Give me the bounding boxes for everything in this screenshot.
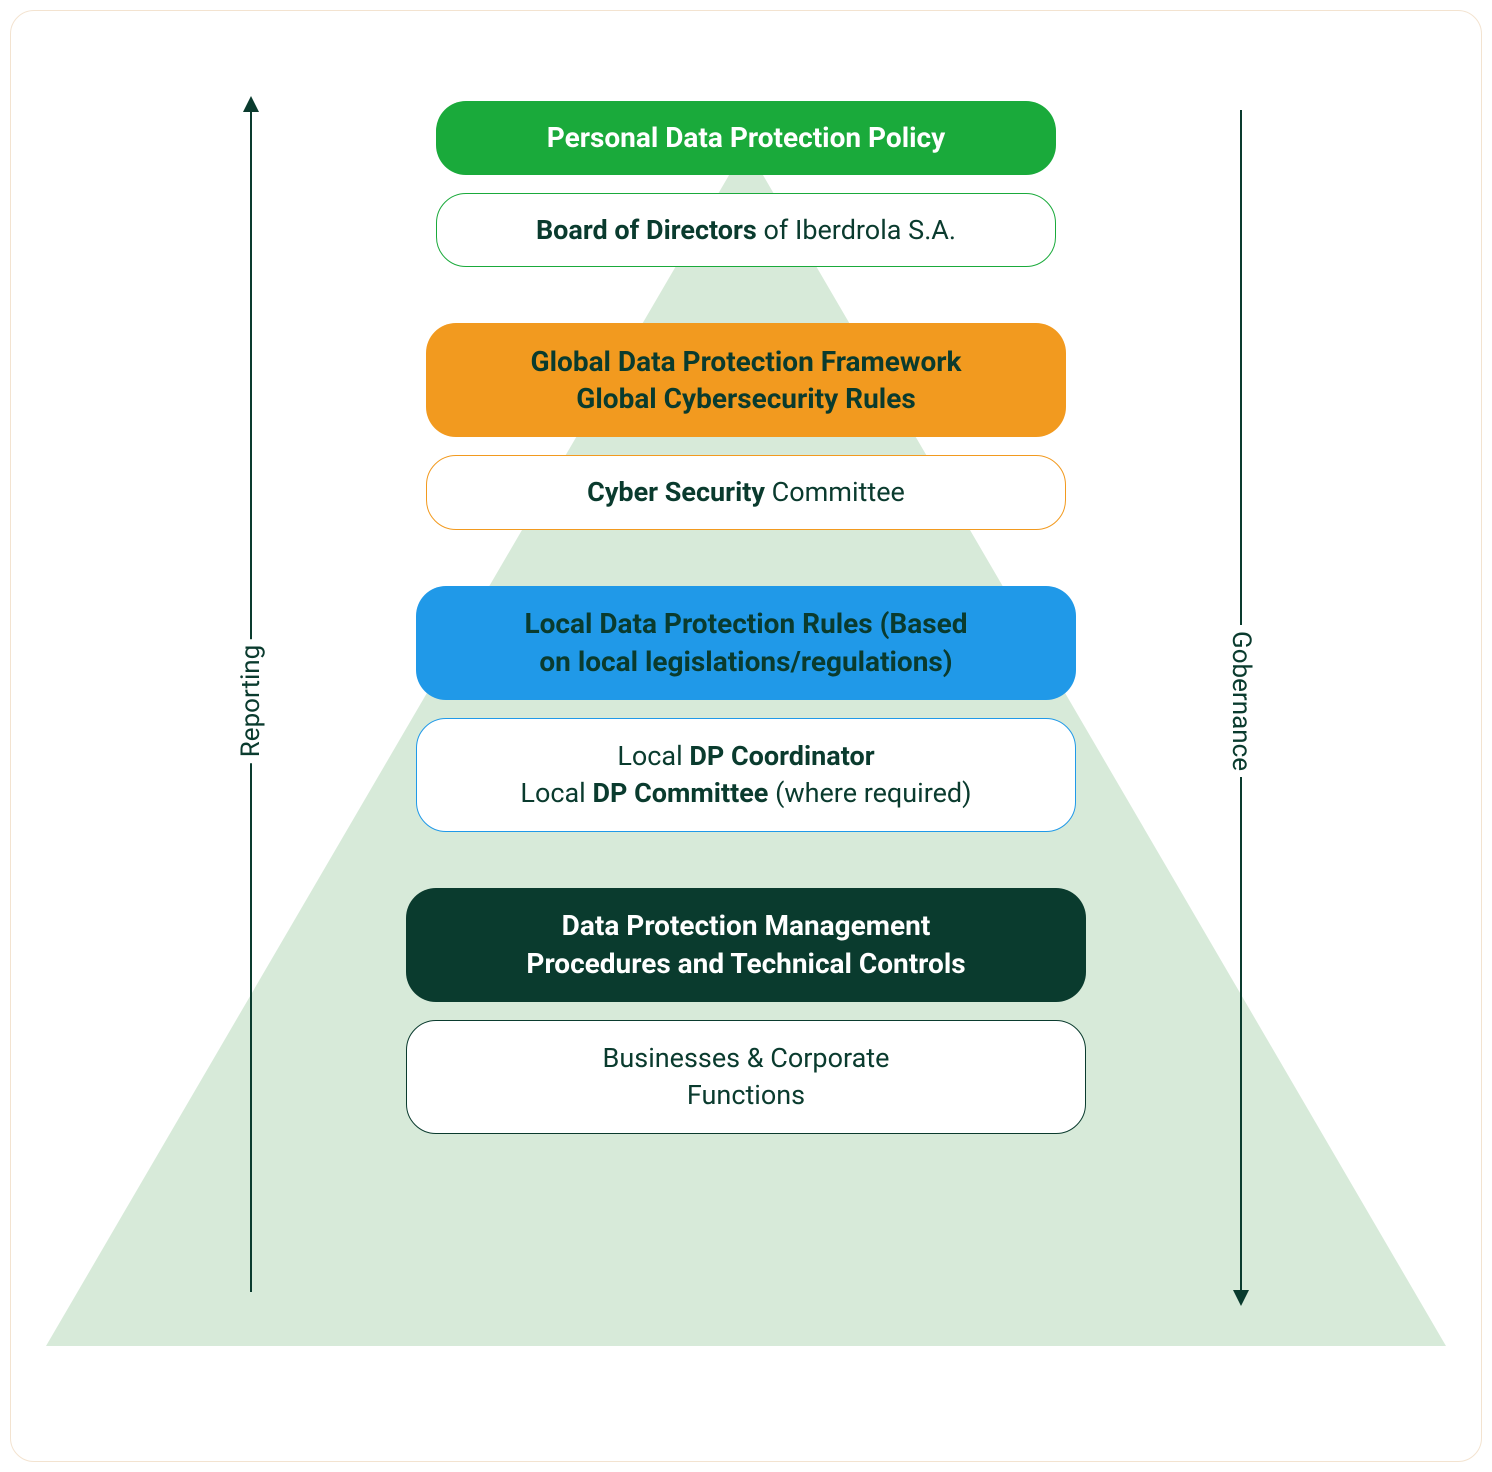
global-framework-box: Global Data Protection Framework Global …: [426, 323, 1066, 437]
reporting-arrow: Reporting: [221, 96, 281, 1306]
businesses-line1: Businesses & Corporate: [603, 1040, 890, 1076]
diagram-frame: Reporting Gobernance Personal Data Prote…: [10, 10, 1482, 1462]
local-coordinator-box: Local DP Coordinator Local DP Committee …: [416, 718, 1076, 832]
mgmt-line2: Procedures and Technical Controls: [526, 945, 965, 983]
local-coord-line2: Local DP Committee (where required): [520, 775, 971, 811]
local-coord-line1: Local DP Coordinator: [617, 738, 874, 774]
levels-stack: Personal Data Protection Policy Board of…: [406, 101, 1086, 1134]
cyber-committee-text: Cyber Security Committee: [587, 474, 905, 510]
businesses-line2: Functions: [687, 1077, 805, 1113]
board-box: Board of Directors of Iberdrola S.A.: [436, 193, 1056, 267]
local-rules-box: Local Data Protection Rules (Based on lo…: [416, 586, 1076, 700]
policy-text: Personal Data Protection Policy: [547, 119, 945, 157]
businesses-box: Businesses & Corporate Functions: [406, 1020, 1086, 1134]
cyber-committee-box: Cyber Security Committee: [426, 455, 1066, 529]
local-line2: on local legislations/regulations): [539, 643, 952, 681]
global-line2: Global Cybersecurity Rules: [576, 380, 915, 418]
reporting-label: Reporting: [234, 639, 268, 763]
policy-box: Personal Data Protection Policy: [436, 101, 1056, 175]
management-box: Data Protection Management Procedures an…: [406, 888, 1086, 1002]
board-text: Board of Directors of Iberdrola S.A.: [536, 212, 956, 248]
global-line1: Global Data Protection Framework: [531, 343, 962, 381]
governance-label: Gobernance: [1224, 625, 1258, 777]
mgmt-line1: Data Protection Management: [562, 907, 931, 945]
governance-arrow: Gobernance: [1211, 96, 1271, 1306]
local-line1: Local Data Protection Rules (Based: [524, 605, 967, 643]
